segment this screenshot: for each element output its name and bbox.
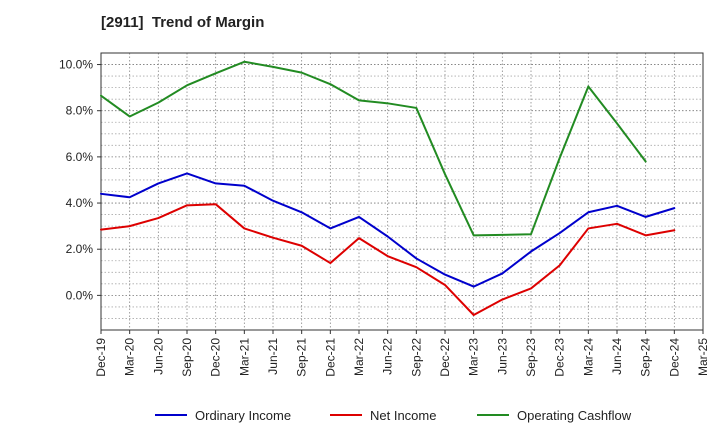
x-tick-label: Dec-23 <box>553 338 567 377</box>
x-tick-label: Dec-21 <box>323 338 337 377</box>
y-tick-label: 2.0% <box>66 242 94 256</box>
series-line-operating-cashflow <box>100 60 647 237</box>
x-tick-label: Mar-22 <box>352 338 366 376</box>
x-tick-label: Jun-21 <box>266 338 280 375</box>
x-tick-label: Sep-24 <box>639 338 653 377</box>
x-tick-label: Sep-22 <box>409 338 423 377</box>
series-line-ordinary-income <box>100 172 676 288</box>
x-tick-label: Dec-19 <box>94 338 108 377</box>
series-line-net-income <box>100 203 676 316</box>
x-tick-label: Dec-20 <box>209 338 223 377</box>
legend-label-net-income: Net Income <box>370 408 436 423</box>
x-tick-label: Mar-23 <box>467 338 481 376</box>
y-tick-label: 6.0% <box>66 150 94 164</box>
x-tick-label: Mar-25 <box>696 338 710 376</box>
legend-label-operating-cashflow: Operating Cashflow <box>517 408 632 423</box>
x-tick-label: Dec-22 <box>438 338 452 377</box>
x-tick-label: Jun-22 <box>381 338 395 375</box>
x-tick-label: Mar-20 <box>123 338 137 376</box>
chart-title: [2911] Trend of Margin <box>101 14 265 31</box>
plot-frame <box>100 52 704 331</box>
x-tick-label: Jun-20 <box>151 338 165 375</box>
y-tick-label: 0.0% <box>66 288 94 302</box>
x-tick-label: Mar-24 <box>581 338 595 376</box>
y-tick-label: 4.0% <box>66 196 94 210</box>
x-tick-label: Mar-21 <box>237 338 251 376</box>
x-tick-label: Sep-21 <box>295 338 309 377</box>
x-tick-label: Dec-24 <box>667 338 681 377</box>
x-tick-label: Jun-23 <box>495 338 509 375</box>
y-tick-label: 10.0% <box>59 58 93 72</box>
legend-label-ordinary-income: Ordinary Income <box>195 408 291 423</box>
x-tick-label: Sep-23 <box>524 338 538 377</box>
x-tick-label: Sep-20 <box>180 338 194 377</box>
x-tick-label: Jun-24 <box>610 338 624 375</box>
y-tick-label: 8.0% <box>66 104 94 118</box>
